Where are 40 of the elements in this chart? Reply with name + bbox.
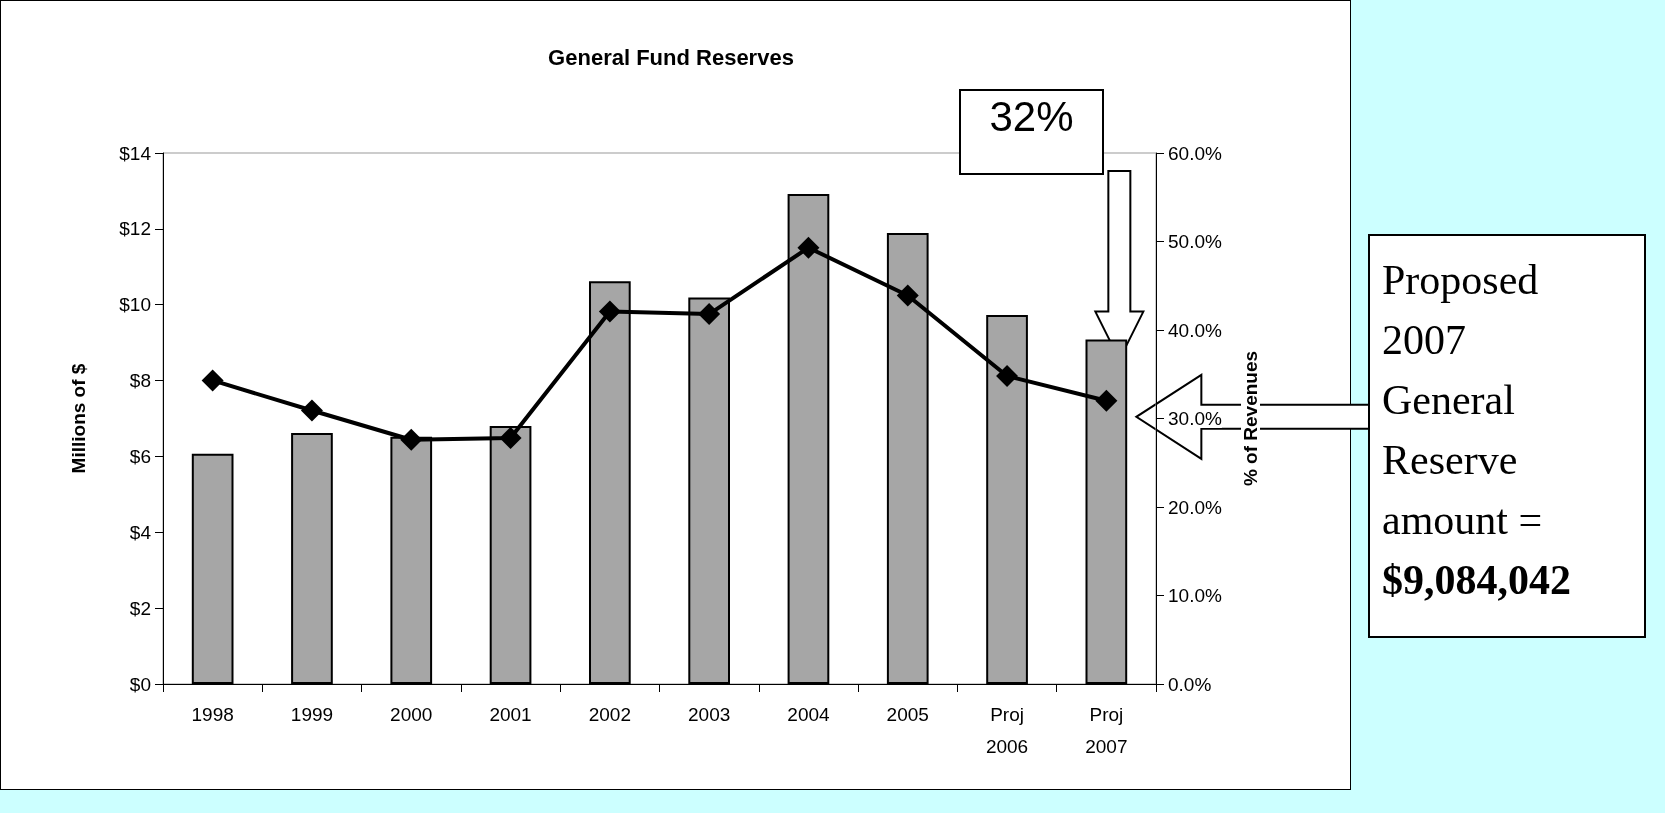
y-axis-title: Millions of $ bbox=[68, 363, 89, 474]
point bbox=[996, 365, 1019, 388]
x-tick-label: Proj 2007 bbox=[1085, 703, 1128, 757]
y-tick-label: $8 bbox=[129, 370, 151, 392]
x-tick-label: 2002 bbox=[588, 703, 631, 725]
y-tick-label: $12 bbox=[119, 218, 151, 240]
y2-tick-label: 40.0% bbox=[1168, 319, 1222, 341]
x-tick-label: Proj 2006 bbox=[985, 703, 1029, 757]
x-tick-label: 1999 bbox=[290, 703, 334, 725]
point bbox=[698, 303, 721, 326]
y2-tick-label: 50.0% bbox=[1168, 231, 1222, 252]
x-tick-label: 2001 bbox=[489, 703, 532, 725]
y2-tick-label: 10.0% bbox=[1168, 585, 1222, 606]
x-tick-label: 2005 bbox=[886, 703, 929, 725]
y-tick-label: $4 bbox=[129, 521, 152, 543]
point bbox=[797, 236, 820, 259]
y-tick-label: $0 bbox=[129, 673, 151, 695]
x-tick-label: 2000 bbox=[390, 703, 433, 725]
y2-tick-label: 0.0% bbox=[1168, 673, 1212, 695]
point bbox=[400, 428, 423, 451]
x-tick-label: 2004 bbox=[787, 703, 831, 725]
y-tick-label: $10 bbox=[119, 294, 151, 316]
y2-tick-label: 30.0% bbox=[1168, 408, 1222, 429]
point bbox=[499, 426, 522, 449]
y2-tick-label: 20.0% bbox=[1168, 496, 1222, 518]
y-tick-label: $6 bbox=[129, 445, 151, 467]
y2-axis-title: % of Revenues bbox=[1240, 350, 1261, 487]
chart-title: General Fund Reserves bbox=[548, 44, 794, 70]
point bbox=[598, 300, 621, 323]
y2-tick-label: 60.0% bbox=[1168, 142, 1222, 164]
text: Proposed 2007 General Reserve amount = $9,084,042 bbox=[1382, 257, 1571, 603]
point bbox=[300, 399, 323, 422]
y-tick-label: $14 bbox=[119, 142, 152, 164]
text: 32% bbox=[959, 89, 1104, 175]
point bbox=[896, 284, 919, 307]
x-tick-label: 1998 bbox=[191, 703, 234, 725]
point bbox=[201, 369, 224, 392]
x-tick-label: 2003 bbox=[688, 703, 731, 725]
y-tick-label: $2 bbox=[129, 597, 151, 619]
point bbox=[1095, 389, 1118, 412]
